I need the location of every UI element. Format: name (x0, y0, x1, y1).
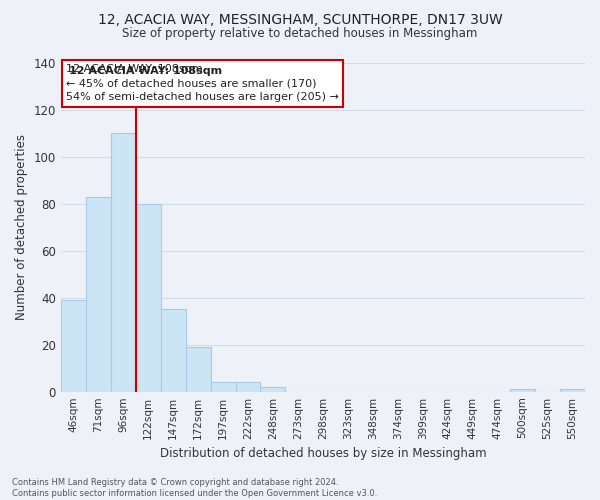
Bar (236, 382, 260, 392)
Bar (560, 390, 585, 392)
Bar (510, 390, 535, 392)
Text: Size of property relative to detached houses in Messingham: Size of property relative to detached ho… (122, 28, 478, 40)
Bar (86, 196, 111, 392)
Bar (161, 310, 185, 392)
Bar (111, 133, 136, 392)
Text: 12 ACACIA WAY: 108sqm
← 45% of detached houses are smaller (170)
54% of semi-det: 12 ACACIA WAY: 108sqm ← 45% of detached … (66, 64, 339, 102)
Text: Contains HM Land Registry data © Crown copyright and database right 2024.
Contai: Contains HM Land Registry data © Crown c… (12, 478, 377, 498)
Bar (260, 387, 286, 392)
X-axis label: Distribution of detached houses by size in Messingham: Distribution of detached houses by size … (160, 447, 486, 460)
Bar (136, 204, 161, 392)
Y-axis label: Number of detached properties: Number of detached properties (15, 134, 28, 320)
Text: 12, ACACIA WAY, MESSINGHAM, SCUNTHORPE, DN17 3UW: 12, ACACIA WAY, MESSINGHAM, SCUNTHORPE, … (98, 12, 502, 26)
Bar (185, 347, 211, 392)
Bar (211, 382, 236, 392)
Text: 12 ACACIA WAY: 108sqm: 12 ACACIA WAY: 108sqm (68, 66, 222, 76)
Bar (61, 300, 86, 392)
